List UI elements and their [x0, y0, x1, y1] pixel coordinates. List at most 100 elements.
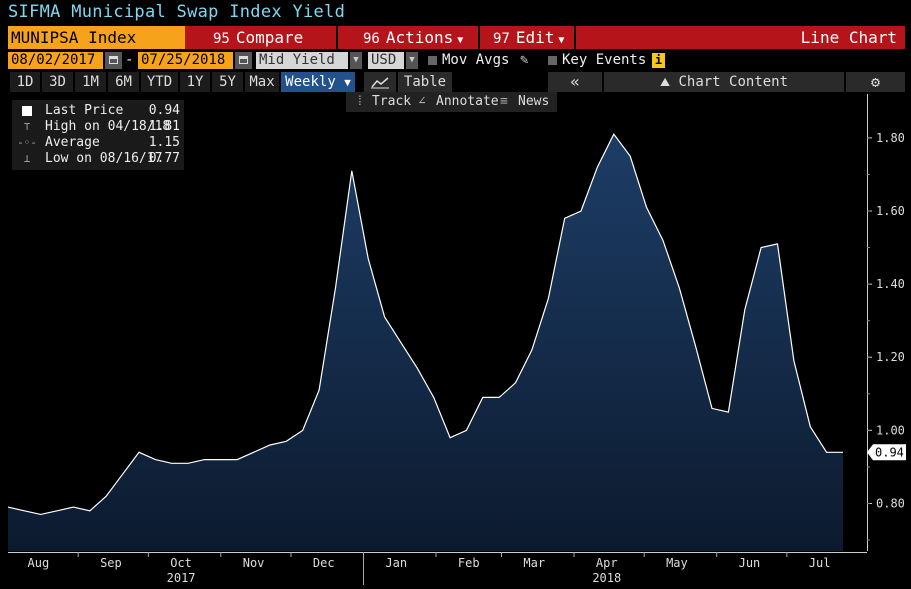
x-year-label: 2018 [592, 571, 621, 585]
frequency-select[interactable]: Weekly ▼ [281, 72, 355, 92]
series-line [7, 133, 843, 516]
divider [478, 26, 480, 49]
range-button-1y[interactable]: 1Y [180, 72, 210, 92]
legend-last-price: Last Price 0.94 [12, 103, 184, 119]
end-date-input[interactable]: 07/25/2018 [138, 52, 233, 69]
news-button[interactable]: News [518, 94, 550, 109]
y-tick-label: 1.40 [876, 277, 905, 291]
last-value-marker [867, 444, 906, 461]
last-value-label: 0.94 [875, 445, 904, 459]
divider [336, 26, 338, 49]
annotate-button[interactable]: Annotate [436, 94, 499, 109]
line-chart-icon[interactable] [364, 72, 396, 92]
x-tick-label: May [666, 556, 688, 570]
annotate-icon: ∠ [418, 94, 426, 109]
start-date-input[interactable]: 08/02/2017 [8, 52, 103, 69]
x-tick-label: Apr [596, 556, 618, 570]
range-bar: 1D 3D 1M 6M YTD 1Y 5Y Max Weekly ▼ Table « ⛰ Ch… [8, 72, 905, 92]
page-title: SIFMA Municipal Swap Index Yield [8, 2, 346, 22]
average-marker-icon: -◦- [17, 136, 37, 149]
chevron-down-icon: ▼ [457, 35, 464, 46]
edit-button[interactable]: 97 Edit ▼ [493, 26, 564, 49]
x-tick-label: Oct [170, 556, 192, 570]
compare-button[interactable]: 95 Compare [213, 26, 303, 49]
actions-hotkey: 96 [363, 31, 380, 47]
y-tick-label: 1.20 [876, 350, 905, 364]
calendar-icon[interactable] [105, 52, 122, 69]
chart-type-label[interactable]: Line Chart [800, 28, 897, 47]
edit-hotkey: 97 [493, 31, 510, 47]
key-events-label: Key Events [562, 52, 647, 68]
gear-icon[interactable]: ⚙ [846, 72, 905, 92]
legend-value: 1.15 [148, 135, 180, 150]
chart-content-button[interactable]: ⛰ Chart Content [604, 72, 844, 92]
range-button-1m[interactable]: 1M [75, 72, 106, 92]
frequency-label: Weekly [285, 74, 336, 90]
legend-value: 1.81 [148, 119, 180, 134]
mov-avgs-checkbox[interactable] [428, 56, 437, 65]
pencil-icon[interactable]: ✎ [520, 52, 529, 68]
chart-content-icon: ⛰ [659, 75, 671, 89]
x-tick-label: Jul [809, 556, 831, 570]
legend-value: 0.77 [148, 151, 180, 166]
chevron-down-icon[interactable]: ▼ [350, 52, 362, 69]
info-icon[interactable]: i [652, 53, 665, 68]
x-tick-label: Nov [243, 556, 265, 570]
mov-avgs-label: Mov Avgs [442, 52, 510, 68]
range-button-ytd[interactable]: YTD [141, 72, 178, 92]
range-button-5y[interactable]: 5Y [212, 72, 243, 92]
range-button-max[interactable]: Max [245, 72, 279, 92]
legend-value: 0.94 [148, 103, 180, 118]
chevron-down-icon[interactable]: ▼ [406, 52, 418, 69]
compare-hotkey: 95 [213, 31, 230, 47]
compare-label: Compare [235, 28, 304, 47]
actions-label: Actions [385, 28, 454, 47]
range-button-3d[interactable]: 3D [42, 72, 73, 92]
square-icon [16, 103, 38, 119]
chart-content-label: Chart Content [678, 74, 789, 90]
divider [574, 26, 576, 49]
command-bar: MUNIPSA Index 95 Compare 96 Actions ▼ 97 Edi… [8, 26, 905, 49]
x-tick-label: Feb [458, 556, 480, 570]
x-tick-label: Sep [100, 556, 122, 570]
chevron-down-icon: ▼ [344, 76, 351, 89]
params-bar: 08/02/2017 - 07/25/2018 Mid Yield ▼ USD … [8, 51, 905, 70]
x-tick-label: Dec [313, 556, 335, 570]
actions-button[interactable]: 96 Actions ▼ [363, 26, 463, 49]
calendar-icon[interactable] [235, 52, 252, 69]
legend-label: Last Price [45, 103, 124, 118]
collapse-button[interactable]: « [548, 72, 602, 92]
table-button[interactable]: Table [398, 72, 452, 92]
range-button-1d[interactable]: 1D [10, 72, 40, 92]
y-tick-label: 1.60 [876, 204, 905, 218]
low-marker-icon: ⊥ [23, 152, 31, 165]
x-year-label: 2017 [167, 571, 196, 585]
track-button[interactable]: Track [372, 94, 412, 109]
field-select[interactable]: Mid Yield [256, 52, 348, 69]
x-tick-label: Mar [523, 556, 545, 570]
high-marker-icon: ⊤ [23, 120, 31, 133]
legend-average: -◦- Average 1.15 [12, 135, 184, 151]
y-tick-label: 1.00 [876, 423, 905, 437]
legend-label: High on 04/18/18 [45, 119, 171, 134]
area-fill [8, 134, 843, 551]
legend-low: ⊥ Low on 08/16/17 0.77 [12, 151, 184, 167]
chart-legend: Last Price 0.94 ⊤ High on 04/18/18 1.81 … [12, 100, 184, 170]
x-tick-label: Jun [739, 556, 761, 570]
track-icon: ⁞ [356, 94, 364, 109]
key-events-checkbox[interactable] [548, 56, 557, 65]
y-tick-label: 1.80 [876, 131, 905, 145]
currency-select[interactable]: USD [368, 52, 404, 69]
ticker-field[interactable]: MUNIPSA Index [8, 26, 185, 49]
chart-tools: ⁞ Track ∠ Annotate ≡ News [346, 92, 557, 112]
legend-high: ⊤ High on 04/18/18 1.81 [12, 119, 184, 135]
date-separator: - [125, 52, 134, 68]
range-button-6m[interactable]: 6M [108, 72, 139, 92]
legend-label: Low on 08/16/17 [45, 151, 163, 166]
x-tick-label: Aug [28, 556, 50, 570]
legend-label: Average [45, 135, 100, 150]
edit-label: Edit [515, 28, 555, 47]
chevron-down-icon: ▼ [558, 35, 565, 46]
y-tick-label: 0.80 [876, 496, 905, 510]
